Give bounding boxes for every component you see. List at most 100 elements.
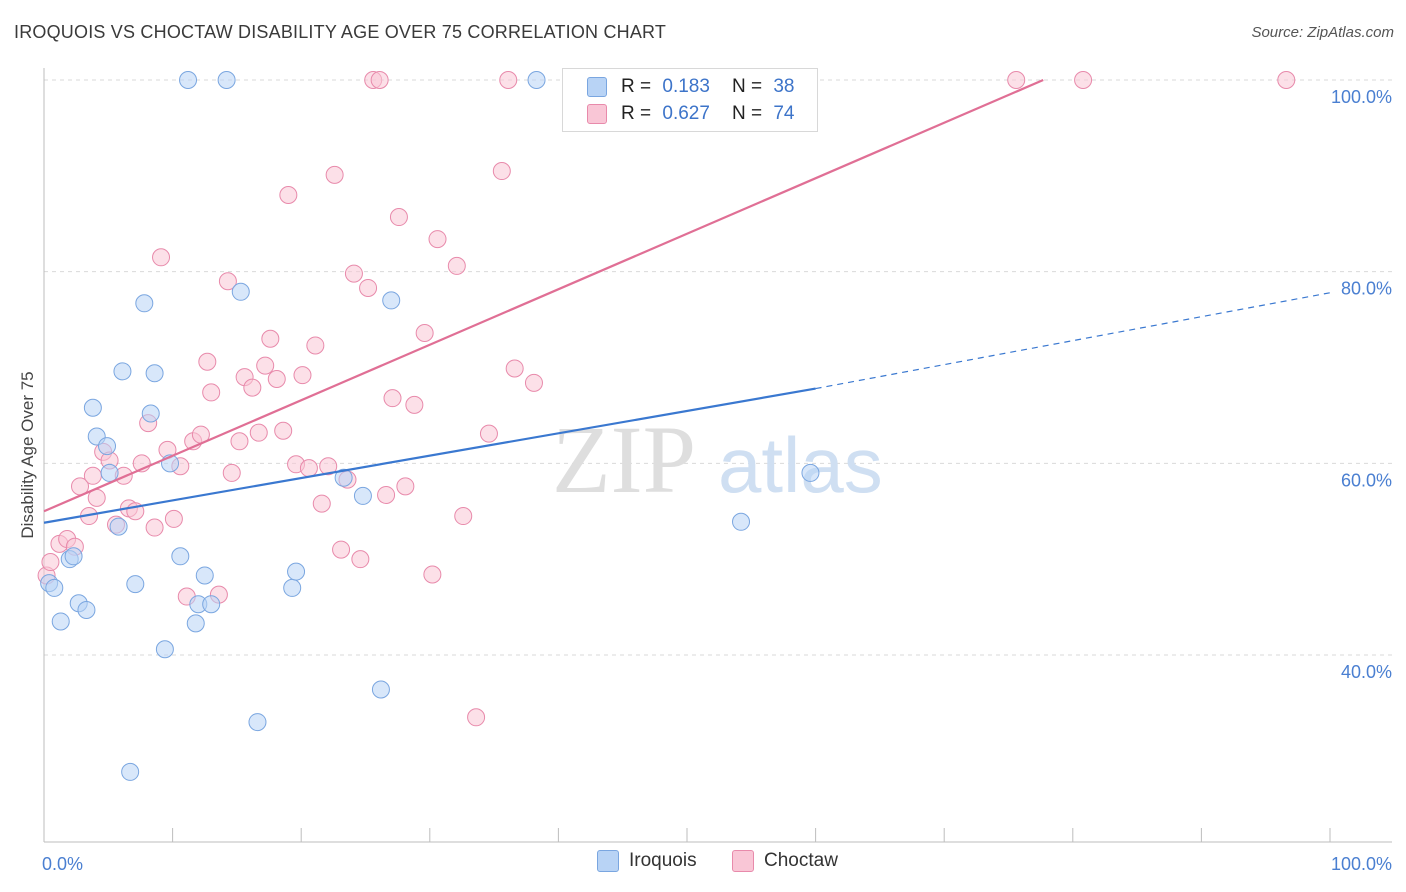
choctaw-point: [344, 264, 363, 283]
y-axis-title: Disability Age Over 75: [18, 371, 37, 538]
iroquois-point: [171, 547, 190, 566]
iroquois-point: [527, 71, 546, 89]
choctaw-point: [249, 423, 268, 442]
choctaw-point: [389, 208, 408, 227]
choctaw-point: [1277, 71, 1296, 89]
iroquois-point: [195, 566, 214, 585]
choctaw-point: [332, 540, 351, 559]
choctaw-point: [198, 352, 217, 371]
choctaw-point: [267, 370, 286, 388]
choctaw-point: [256, 356, 275, 375]
choctaw-point: [218, 272, 237, 291]
iroquois-point: [732, 512, 751, 531]
y-tick-label: 40.0%: [1341, 662, 1392, 682]
iroquois-point: [45, 578, 64, 597]
iroquois-legend-label: Iroquois: [629, 850, 697, 871]
choctaw-point: [230, 432, 249, 451]
choctaw-legend-swatch: [732, 850, 754, 872]
choctaw-point: [447, 256, 466, 275]
iroquois-point: [801, 463, 820, 482]
iroquois-point: [283, 578, 302, 597]
r-value: 0.183: [662, 76, 710, 97]
iroquois-point: [135, 294, 154, 313]
source-label: Source: ZipAtlas.com: [1251, 24, 1394, 41]
iroquois-point: [382, 291, 401, 310]
iroquois-trend-extension: [815, 292, 1331, 390]
x-tick-label-start: 0.0%: [42, 854, 83, 874]
choctaw-swatch: [587, 104, 607, 124]
iroquois-point: [126, 575, 145, 594]
iroquois-point: [248, 713, 267, 732]
iroquois-points: [40, 71, 820, 781]
iroquois-legend-swatch: [597, 850, 619, 872]
choctaw-point: [524, 373, 543, 392]
iroquois-point: [217, 71, 236, 89]
choctaw-point: [396, 477, 415, 496]
choctaw-point: [383, 389, 402, 408]
choctaw-point: [415, 324, 434, 342]
choctaw-point: [243, 378, 262, 397]
watermark-zip: ZIP: [552, 406, 696, 513]
iroquois-point: [77, 600, 96, 619]
iroquois-point: [64, 547, 83, 566]
choctaw-point: [152, 248, 171, 267]
n-value: 74: [773, 103, 795, 124]
legend-row-choctaw: R = 0.627 N = 74: [587, 102, 794, 126]
choctaw-point: [454, 507, 473, 526]
watermark-atlas: atlas: [718, 421, 883, 509]
choctaw-point: [306, 336, 325, 355]
iroquois-point: [145, 364, 164, 383]
iroquois-point: [202, 595, 221, 614]
choctaw-point: [222, 463, 241, 482]
iroquois-point: [371, 680, 390, 699]
iroquois-point: [83, 398, 102, 417]
watermark: ZIP atlas: [552, 406, 883, 513]
choctaw-point: [325, 165, 344, 184]
choctaw-point: [423, 565, 442, 584]
choctaw-point: [164, 509, 183, 528]
choctaw-point: [261, 329, 280, 348]
choctaw-point: [319, 457, 338, 476]
iroquois-point: [113, 362, 132, 381]
choctaw-point: [492, 162, 511, 181]
n-label: N =: [731, 76, 763, 97]
choctaw-point: [279, 186, 298, 204]
grid-lines: [44, 79, 1392, 656]
r-label: R =: [621, 103, 652, 124]
choctaw-point: [41, 553, 60, 572]
iroquois-point: [98, 437, 117, 456]
iroquois-point: [155, 640, 174, 659]
r-label: R =: [621, 76, 652, 97]
choctaw-point: [359, 278, 378, 297]
iroquois-point: [186, 614, 205, 633]
chart-title: IROQUOIS VS CHOCTAW DISABILITY AGE OVER …: [14, 22, 667, 42]
choctaw-point: [293, 366, 312, 385]
choctaw-point: [351, 550, 370, 569]
iroquois-trend-line: [43, 387, 816, 524]
iroquois-point: [51, 612, 70, 631]
iroquois-point: [121, 762, 140, 781]
legend-row-iroquois: R = 0.183 N = 38: [587, 75, 794, 99]
choctaw-point: [405, 395, 424, 414]
choctaw-point: [274, 421, 293, 440]
choctaw-point: [505, 359, 524, 378]
y-tick-label: 80.0%: [1341, 279, 1392, 299]
y-tick-label: 100.0%: [1331, 87, 1392, 107]
y-tick-label: 60.0%: [1341, 470, 1392, 490]
choctaw-legend-label: Choctaw: [764, 850, 838, 871]
choctaw-point: [202, 383, 221, 402]
choctaw-point: [83, 466, 102, 485]
x-tick-label-end: 100.0%: [1331, 854, 1392, 874]
n-value: 38: [773, 76, 795, 97]
choctaw-point: [428, 230, 447, 249]
choctaw-point: [312, 494, 331, 513]
choctaw-point: [1007, 71, 1026, 89]
axes: [43, 68, 1392, 843]
choctaw-point: [377, 485, 396, 504]
r-value: 0.627: [662, 103, 710, 124]
choctaw-point: [499, 71, 518, 89]
choctaw-point: [299, 459, 318, 478]
iroquois-point: [109, 517, 128, 536]
choctaw-trend-line: [43, 78, 1044, 513]
